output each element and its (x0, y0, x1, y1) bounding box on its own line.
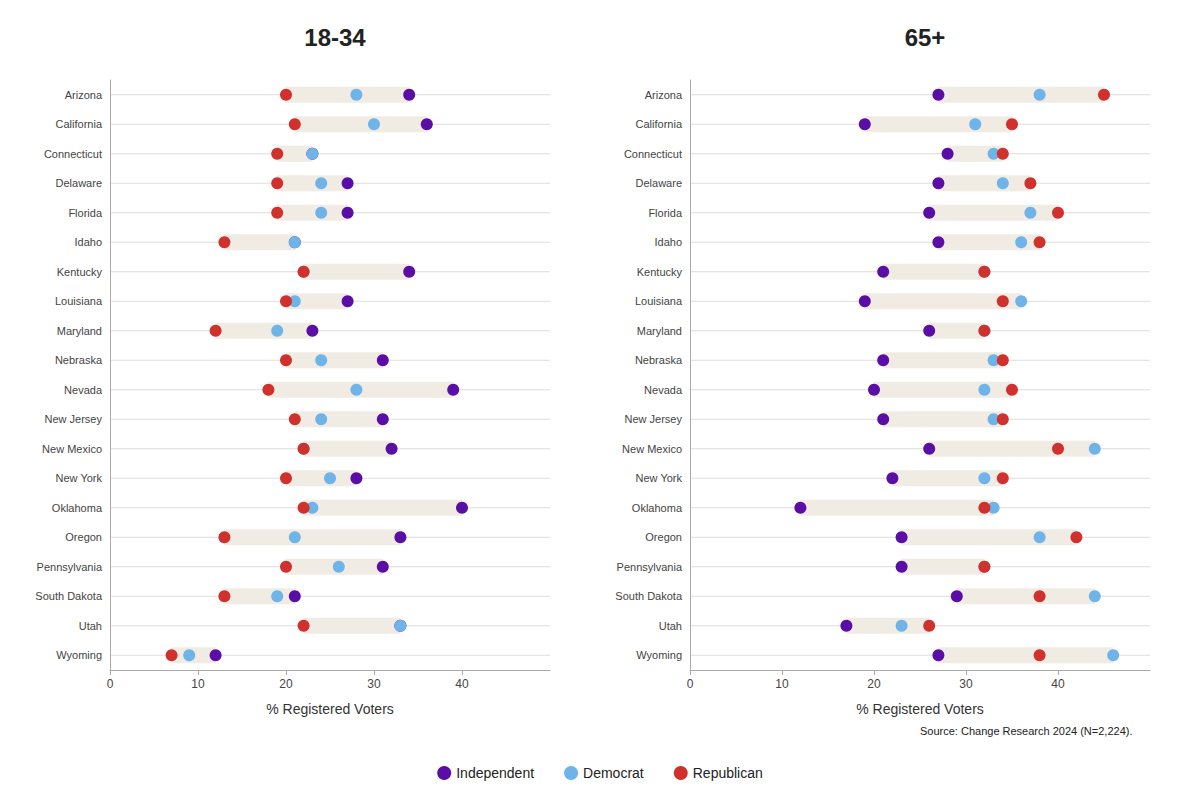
svg-text:Florida: Florida (68, 207, 103, 219)
svg-text:South Dakota: South Dakota (615, 590, 683, 602)
svg-text:Utah: Utah (79, 620, 102, 632)
svg-text:New Mexico: New Mexico (622, 443, 682, 455)
svg-text:Maryland: Maryland (637, 325, 682, 337)
svg-text:New York: New York (636, 472, 683, 484)
svg-text:% Registered Voters: % Registered Voters (266, 701, 394, 717)
svg-text:65+: 65+ (905, 24, 946, 51)
svg-text:Maryland: Maryland (57, 325, 102, 337)
svg-text:Oregon: Oregon (65, 531, 102, 543)
svg-text:New York: New York (56, 472, 103, 484)
svg-text:Oklahoma: Oklahoma (52, 502, 103, 514)
svg-text:Oregon: Oregon (645, 531, 682, 543)
svg-text:Louisiana: Louisiana (55, 295, 103, 307)
svg-text:Nebraska: Nebraska (55, 354, 103, 366)
svg-text:New Jersey: New Jersey (625, 413, 683, 425)
svg-text:Democrat: Democrat (583, 765, 644, 781)
svg-text:Idaho: Idaho (654, 236, 682, 248)
svg-text:18-34: 18-34 (304, 24, 366, 51)
svg-text:Utah: Utah (659, 620, 682, 632)
svg-text:Delaware: Delaware (636, 177, 682, 189)
svg-text:Connecticut: Connecticut (624, 148, 682, 160)
svg-text:New Jersey: New Jersey (45, 413, 103, 425)
svg-text:Source: Change Research 2024 (: Source: Change Research 2024 (N=2,224). (920, 725, 1133, 737)
svg-text:South Dakota: South Dakota (35, 590, 103, 602)
svg-text:New Mexico: New Mexico (42, 443, 102, 455)
svg-text:Pennsylvania: Pennsylvania (37, 561, 103, 573)
svg-text:Wyoming: Wyoming (56, 649, 102, 661)
svg-text:0: 0 (107, 677, 114, 691)
svg-text:Arizona: Arizona (65, 89, 103, 101)
svg-text:Nebraska: Nebraska (635, 354, 683, 366)
svg-text:0: 0 (687, 677, 694, 691)
svg-text:10: 10 (191, 677, 205, 691)
svg-text:20: 20 (867, 677, 881, 691)
svg-text:Nevada: Nevada (644, 384, 683, 396)
svg-text:% Registered Voters: % Registered Voters (856, 701, 984, 717)
svg-text:Florida: Florida (648, 207, 683, 219)
svg-text:40: 40 (1051, 677, 1065, 691)
svg-text:Oklahoma: Oklahoma (632, 502, 683, 514)
svg-text:Idaho: Idaho (74, 236, 102, 248)
svg-text:Arizona: Arizona (645, 89, 683, 101)
svg-text:California: California (636, 118, 683, 130)
svg-text:Kentucky: Kentucky (57, 266, 103, 278)
svg-text:10: 10 (775, 677, 789, 691)
svg-text:40: 40 (455, 677, 469, 691)
svg-text:30: 30 (959, 677, 973, 691)
svg-text:Republican: Republican (693, 765, 763, 781)
svg-text:Delaware: Delaware (56, 177, 102, 189)
svg-text:Connecticut: Connecticut (44, 148, 102, 160)
svg-text:Independent: Independent (456, 765, 534, 781)
svg-text:Nevada: Nevada (64, 384, 103, 396)
svg-text:30: 30 (367, 677, 381, 691)
svg-text:Louisiana: Louisiana (635, 295, 683, 307)
svg-text:Wyoming: Wyoming (636, 649, 682, 661)
svg-text:Kentucky: Kentucky (637, 266, 683, 278)
svg-text:California: California (56, 118, 103, 130)
svg-text:Pennsylvania: Pennsylvania (617, 561, 683, 573)
svg-text:20: 20 (279, 677, 293, 691)
